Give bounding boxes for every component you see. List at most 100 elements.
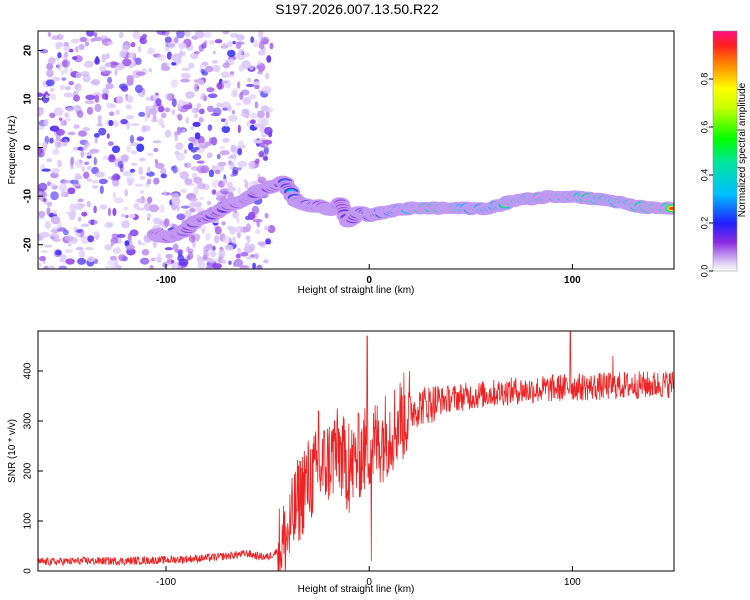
spectrogram-noise-cell: [190, 201, 196, 205]
spectrogram-noise-cell: [75, 229, 83, 233]
spectrogram-noise-cell: [46, 207, 51, 216]
spectrogram-noise-cell: [231, 88, 239, 95]
spectrogram-noise-cell: [141, 125, 147, 133]
spectrogram-noise-cell: [38, 107, 44, 116]
spectrogram-noise-cell: [138, 166, 144, 176]
spectrogram-noise-cell: [237, 160, 248, 168]
spectrogram-noise-cell: [139, 189, 145, 194]
spectrogram-noise-cell: [228, 260, 232, 265]
spectrogram-noise-cell: [64, 112, 70, 118]
spectrogram-noise-cell: [193, 51, 200, 55]
spectrogram-noise-cell: [237, 167, 242, 171]
spectrogram-noise-cell: [86, 178, 93, 182]
spectrogram-noise-cell: [146, 152, 154, 156]
spectrogram-noise-cell: [230, 173, 235, 177]
spectrogram-noise-cell: [221, 125, 231, 134]
spectrogram-noise-cell: [121, 213, 126, 218]
spectrogram-noise-cell: [49, 87, 55, 92]
spectrogram-noise-cell: [60, 254, 67, 263]
spectrogram-noise-cell: [62, 45, 71, 52]
spectrogram-noise-cell: [265, 238, 271, 245]
spectrogram-noise-cell: [238, 49, 244, 55]
spectrogram-noise-cell: [240, 112, 246, 117]
spectrogram-noise-cell: [237, 187, 241, 195]
spectrogram-noise-cell: [160, 65, 171, 71]
spectrogram-noise-cell: [226, 182, 233, 187]
spectrogram-noise-cell: [114, 257, 119, 266]
spectrogram-noise-cell: [256, 64, 263, 70]
spectrogram-noise-cell: [56, 62, 62, 71]
spectrogram-noise-cell: [232, 211, 240, 219]
snr-y-tick-label: 400: [23, 362, 34, 379]
spectrogram-noise-cell: [239, 92, 244, 100]
spectrogram-noise-cell: [99, 66, 107, 72]
spectrogram-noise-cell: [233, 258, 244, 267]
spectrogram-noise-cell: [47, 57, 56, 65]
spectrogram-noise-cell: [237, 248, 241, 253]
spectrogram-noise-cell: [121, 45, 131, 50]
spectrogram-noise-cell: [192, 147, 200, 151]
spectrogram-noise-cell: [139, 176, 146, 180]
spectrogram-noise-cell: [257, 49, 266, 56]
spectrogram-noise-cell: [149, 264, 154, 269]
spectrogram-noise-cell: [154, 159, 158, 165]
spectrogram-noise-cell: [266, 55, 272, 63]
spectrogram-noise-cell: [211, 179, 220, 188]
snr-x-tick-label: 0: [366, 577, 372, 588]
spectrogram-noise-cell: [237, 148, 243, 156]
spectrogram-noise-cell: [250, 36, 255, 43]
spectrogram-noise-cell: [108, 155, 116, 163]
spectrogram-noise-cell: [193, 79, 198, 83]
spectrogram-noise-cell: [52, 226, 61, 231]
spectrogram-noise-cell: [154, 162, 165, 169]
spectrogram-noise-cell: [69, 210, 77, 217]
spectrogram-noise-cell: [194, 132, 201, 140]
spectrogram-noise-cell: [139, 37, 148, 45]
spectrogram-noise-cell: [249, 65, 254, 71]
spectrogram-noise-cell: [157, 54, 167, 61]
spectrogram-noise-cell: [100, 35, 108, 40]
spectrogram-x-tick-label: 100: [564, 275, 581, 286]
spectrogram-noise-cell: [206, 152, 213, 159]
spectrogram-noise-cell: [86, 155, 92, 159]
colorbar-tick-label: 0.2: [699, 217, 709, 230]
spectrogram-noise-cell: [188, 62, 195, 69]
spectrogram-noise-cell: [112, 179, 120, 187]
snr-y-tick-label: 0: [23, 568, 34, 574]
spectrogram-noise-cell: [193, 201, 203, 208]
spectrogram-noise-cell: [55, 41, 64, 48]
spectrogram-noise-cell: [258, 31, 264, 39]
spectrogram-noise-cell: [196, 165, 206, 174]
spectrogram-noise-cell: [101, 93, 108, 100]
spectrogram-noise-cell: [160, 112, 167, 119]
spectrogram-noise-cell: [112, 191, 117, 199]
snr-x-tick-label: -100: [156, 577, 176, 588]
spectrogram-noise-cell: [42, 141, 48, 150]
spectrogram-noise-cell: [196, 182, 206, 190]
spectrogram-noise-cell: [93, 36, 103, 42]
spectrogram-noise-cell: [186, 255, 191, 261]
spectrogram-noise-cell: [38, 143, 42, 147]
spectrogram-noise-cell: [201, 61, 209, 66]
spectrogram-noise-cell: [132, 31, 141, 40]
spectrogram-noise-cell: [98, 178, 108, 185]
spectrogram-noise-cell: [112, 120, 120, 128]
spectrogram-noise-cell: [134, 84, 143, 94]
spectrogram-noise-cell: [47, 31, 52, 37]
spectrogram-noise-cell: [166, 257, 172, 267]
spectrogram-noise-cell: [46, 63, 54, 70]
spectrogram-noise-cell: [254, 253, 259, 260]
spectrogram-noise-cell: [40, 250, 49, 254]
spectrogram-noise-cell: [86, 166, 93, 171]
spectrogram-noise-cell: [208, 137, 214, 144]
spectrogram-noise-cell: [73, 226, 77, 232]
snr-y-tick-label: 200: [23, 462, 34, 479]
spectrogram-noise-cell: [258, 151, 265, 158]
spectrogram-noise-cell: [112, 247, 122, 254]
spectrogram-noise-cell: [180, 205, 190, 209]
spectrogram-noise-cell: [204, 65, 214, 73]
spectrogram-noise-cell: [107, 259, 116, 266]
spectrogram-noise-cell: [104, 221, 113, 229]
spectrogram-noise-cell: [131, 150, 138, 155]
spectrogram-noise-cell: [73, 94, 80, 102]
